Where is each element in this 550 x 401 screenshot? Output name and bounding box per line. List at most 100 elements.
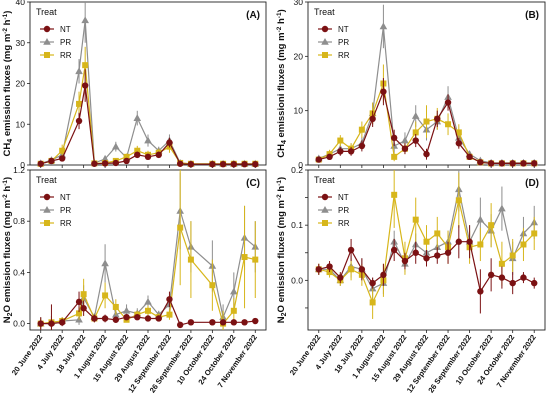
data-point <box>358 142 366 150</box>
data-point <box>369 279 376 287</box>
y-axis-label-sub: 2 <box>7 312 14 316</box>
y-axis-label-mid: emissioni fluxes (mg m <box>276 32 287 140</box>
y-axis-label-sub: 4 <box>7 139 14 143</box>
data-point <box>134 151 141 159</box>
data-point <box>75 298 83 306</box>
data-point <box>369 115 376 123</box>
data-point <box>477 288 484 295</box>
data-point <box>531 230 538 237</box>
data-point <box>144 297 152 305</box>
data-point <box>337 274 344 281</box>
legend-title: Treat <box>36 7 57 17</box>
y-tick-label: 10 <box>16 119 26 129</box>
data-point <box>112 303 119 310</box>
y-tick-label: 0.8 <box>13 216 25 226</box>
series-nt <box>37 69 259 168</box>
y-axis-label-pre: N <box>2 316 13 323</box>
data-point <box>477 241 484 248</box>
y-tick-label: 1.2 <box>13 165 25 175</box>
y-tick-label: 40 <box>16 0 26 7</box>
y-axis-label: CH4 emissioni fluxes (mg m-2 h-1) <box>276 9 288 158</box>
series-rr <box>315 170 538 319</box>
y-tick-label: 0.1 <box>291 220 303 230</box>
data-point <box>144 315 152 322</box>
data-point <box>144 153 152 161</box>
data-point <box>76 100 83 107</box>
panel-label: (B) <box>525 10 539 21</box>
y-tick-label: 0.2 <box>291 165 303 175</box>
data-point <box>112 159 120 167</box>
chart-panel-1: 0 10 20 30 CH4 emissioni fluxes (mg m-2 h-1)… <box>276 0 546 170</box>
data-point <box>252 256 259 263</box>
legend-label-rr: RR <box>60 219 72 228</box>
data-point <box>369 299 376 306</box>
y-axis-label-mid: O emission fluxes (mg m <box>2 200 13 312</box>
data-point <box>412 137 419 144</box>
data-point <box>434 115 441 123</box>
data-point <box>91 315 98 322</box>
y-axis-label-sup2: -1 <box>2 180 9 186</box>
x-tick-label: 7 November 2022 <box>216 333 259 389</box>
y-tick-label: 0.4 <box>13 267 25 277</box>
y-axis-label-sup2: -1 <box>276 180 283 186</box>
data-point <box>487 160 495 167</box>
data-point <box>209 319 216 326</box>
series-rr <box>37 170 259 330</box>
data-point <box>82 62 89 69</box>
data-point <box>455 197 462 204</box>
data-point <box>423 255 430 262</box>
legend-marker <box>322 220 328 226</box>
data-point <box>411 112 420 119</box>
data-point <box>509 252 516 259</box>
data-point <box>58 319 66 326</box>
data-point <box>520 241 527 248</box>
data-point <box>145 307 151 314</box>
series-nt <box>315 225 538 314</box>
x-tick-label: 7 November 2022 <box>495 333 538 389</box>
data-point <box>112 316 120 323</box>
data-point <box>75 117 83 125</box>
data-point <box>91 160 98 167</box>
y-axis-label-post: ) <box>2 11 13 14</box>
data-point <box>477 159 484 166</box>
panel-label: (A) <box>246 10 260 21</box>
data-point <box>123 314 130 321</box>
data-point <box>412 129 419 136</box>
y-axis-label: N2O emission fluxes (mg m-2 h-1) <box>276 177 288 323</box>
y-axis-label-sup2: -1 <box>276 12 283 18</box>
legend-title: Treat <box>314 7 335 17</box>
data-point <box>531 160 538 167</box>
data-point <box>144 136 152 144</box>
data-point <box>102 292 109 299</box>
data-point <box>498 274 506 281</box>
data-point <box>134 147 141 154</box>
data-point <box>531 279 538 287</box>
data-point <box>76 310 83 317</box>
y-axis-label: CH4 emission fluxes (mg m-2 h-1) <box>2 11 14 157</box>
y-tick-label: 30 <box>294 0 304 7</box>
legend-label-nt: NT <box>60 193 71 202</box>
data-point <box>209 160 216 168</box>
data-point <box>498 204 506 212</box>
series-rr <box>37 46 259 167</box>
legend-label-nt: NT <box>60 25 71 34</box>
data-point <box>75 67 83 75</box>
data-point <box>337 137 344 144</box>
y-axis-label-sub: 4 <box>281 140 288 144</box>
y-axis-label-pre: N <box>276 316 287 323</box>
y-tick-label: 20 <box>294 51 304 61</box>
data-point <box>466 238 473 245</box>
data-point <box>455 129 462 136</box>
data-point <box>391 191 398 198</box>
data-point <box>348 266 355 273</box>
data-point <box>347 246 355 254</box>
data-point <box>166 311 173 318</box>
legend-marker <box>43 193 51 201</box>
data-point <box>219 319 227 326</box>
data-point <box>380 88 387 95</box>
data-point <box>123 157 130 165</box>
